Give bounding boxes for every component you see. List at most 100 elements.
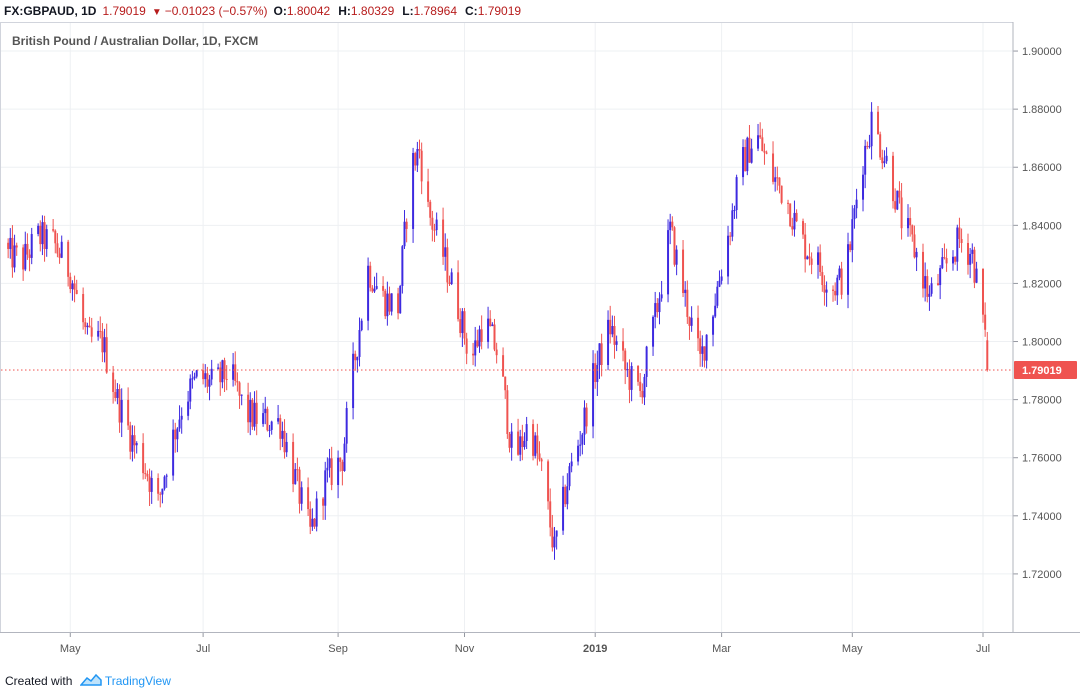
- candle-body: [373, 288, 376, 292]
- candle-body: [536, 435, 539, 454]
- candle-body: [877, 111, 880, 135]
- candle-body: [551, 527, 554, 548]
- candle-body: [367, 265, 370, 321]
- tradingview-brand[interactable]: TradingView: [104, 674, 171, 688]
- close-label: C:: [465, 4, 478, 18]
- candle-body: [412, 153, 415, 229]
- candle-body: [22, 247, 25, 270]
- candle-body: [253, 402, 256, 427]
- candle-body: [795, 212, 798, 222]
- candle-body: [307, 487, 310, 510]
- y-tick-label: 1.90000: [1022, 46, 1062, 58]
- candle-body: [277, 418, 280, 422]
- candle-body: [73, 283, 76, 290]
- candle-body: [879, 134, 882, 158]
- candle-body: [401, 246, 404, 286]
- candle-body: [491, 324, 494, 327]
- candle-body: [9, 237, 12, 249]
- candle-body: [262, 413, 265, 424]
- candle-body: [30, 233, 33, 258]
- candle-body: [637, 366, 640, 382]
- candle-body: [210, 368, 213, 380]
- candle-body: [148, 476, 151, 492]
- candle-body: [909, 218, 912, 226]
- candle-body: [517, 431, 520, 455]
- candle-body: [127, 399, 130, 426]
- price-chart[interactable]: 1.90000 1.88000 1.86000 1.84000 1.82000 1.800…: [0, 22, 1080, 670]
- candle-body: [538, 453, 541, 460]
- candle-body: [720, 276, 723, 281]
- candle-body: [474, 340, 477, 356]
- y-tick-label: 1.86000: [1022, 162, 1062, 174]
- candle-body: [840, 268, 843, 295]
- candle-body: [354, 353, 357, 361]
- candle-body: [825, 289, 828, 293]
- high-label: H:: [338, 4, 351, 18]
- candle-body: [780, 185, 783, 203]
- candle-body: [688, 316, 691, 326]
- y-tick-label: 1.88000: [1022, 104, 1062, 116]
- candle-body: [581, 434, 584, 445]
- candle-body: [855, 199, 858, 209]
- candle-body: [748, 137, 751, 163]
- candle-body: [238, 382, 241, 396]
- candle-body: [802, 221, 805, 235]
- candle-body: [135, 443, 138, 446]
- candle-body: [570, 461, 573, 467]
- candle-body: [52, 229, 55, 231]
- candle-body: [757, 135, 760, 149]
- candle-body: [399, 285, 402, 314]
- candle-body: [519, 436, 522, 455]
- candle-body: [866, 145, 869, 147]
- candle-body: [654, 303, 657, 317]
- candle-body: [849, 244, 852, 251]
- candle-body: [810, 258, 813, 265]
- candle-body: [669, 221, 672, 231]
- candle-body: [834, 290, 837, 296]
- candle-body: [967, 243, 970, 265]
- candle-body: [583, 407, 586, 435]
- candle-body: [178, 419, 181, 429]
- candle-body: [787, 202, 790, 204]
- candle-body: [217, 367, 220, 369]
- candle-body: [562, 486, 565, 531]
- candle-body: [159, 493, 162, 495]
- candle-body: [975, 268, 978, 283]
- candle-body: [189, 378, 192, 402]
- open-label: O:: [273, 4, 287, 18]
- candle-body: [294, 469, 297, 485]
- candle-body: [487, 318, 490, 342]
- candle-body: [956, 227, 959, 262]
- candle-body: [731, 210, 734, 237]
- candle-body: [328, 458, 331, 468]
- candle-body: [369, 265, 372, 288]
- candle-body: [489, 318, 492, 327]
- candle-body: [405, 221, 408, 229]
- candle-body: [249, 399, 252, 423]
- tradingview-logo-icon: [79, 673, 102, 686]
- candle-body: [330, 458, 333, 486]
- symbol-label[interactable]: FX:GBPAUD, 1D: [4, 4, 97, 18]
- candle-body: [15, 245, 18, 248]
- candle-body: [742, 147, 745, 178]
- candle-body: [699, 338, 702, 354]
- candle-body: [322, 498, 325, 506]
- candle-body: [945, 258, 948, 264]
- candle-body: [969, 253, 972, 265]
- candle-body: [420, 150, 423, 182]
- candle-body: [952, 256, 955, 264]
- footer: Created with TradingView: [5, 670, 171, 692]
- candle-body: [403, 221, 406, 247]
- candle-body: [984, 314, 987, 330]
- candle-body: [870, 111, 873, 147]
- candle-body: [444, 247, 447, 257]
- candle-body: [714, 305, 717, 317]
- candle-body: [609, 319, 612, 335]
- candle-body: [341, 461, 344, 471]
- candle-body: [735, 177, 738, 211]
- candle-body: [13, 245, 16, 268]
- candle-body: [382, 286, 385, 291]
- candle-body: [142, 443, 145, 474]
- candle-body: [960, 239, 963, 244]
- candle-body: [41, 222, 44, 245]
